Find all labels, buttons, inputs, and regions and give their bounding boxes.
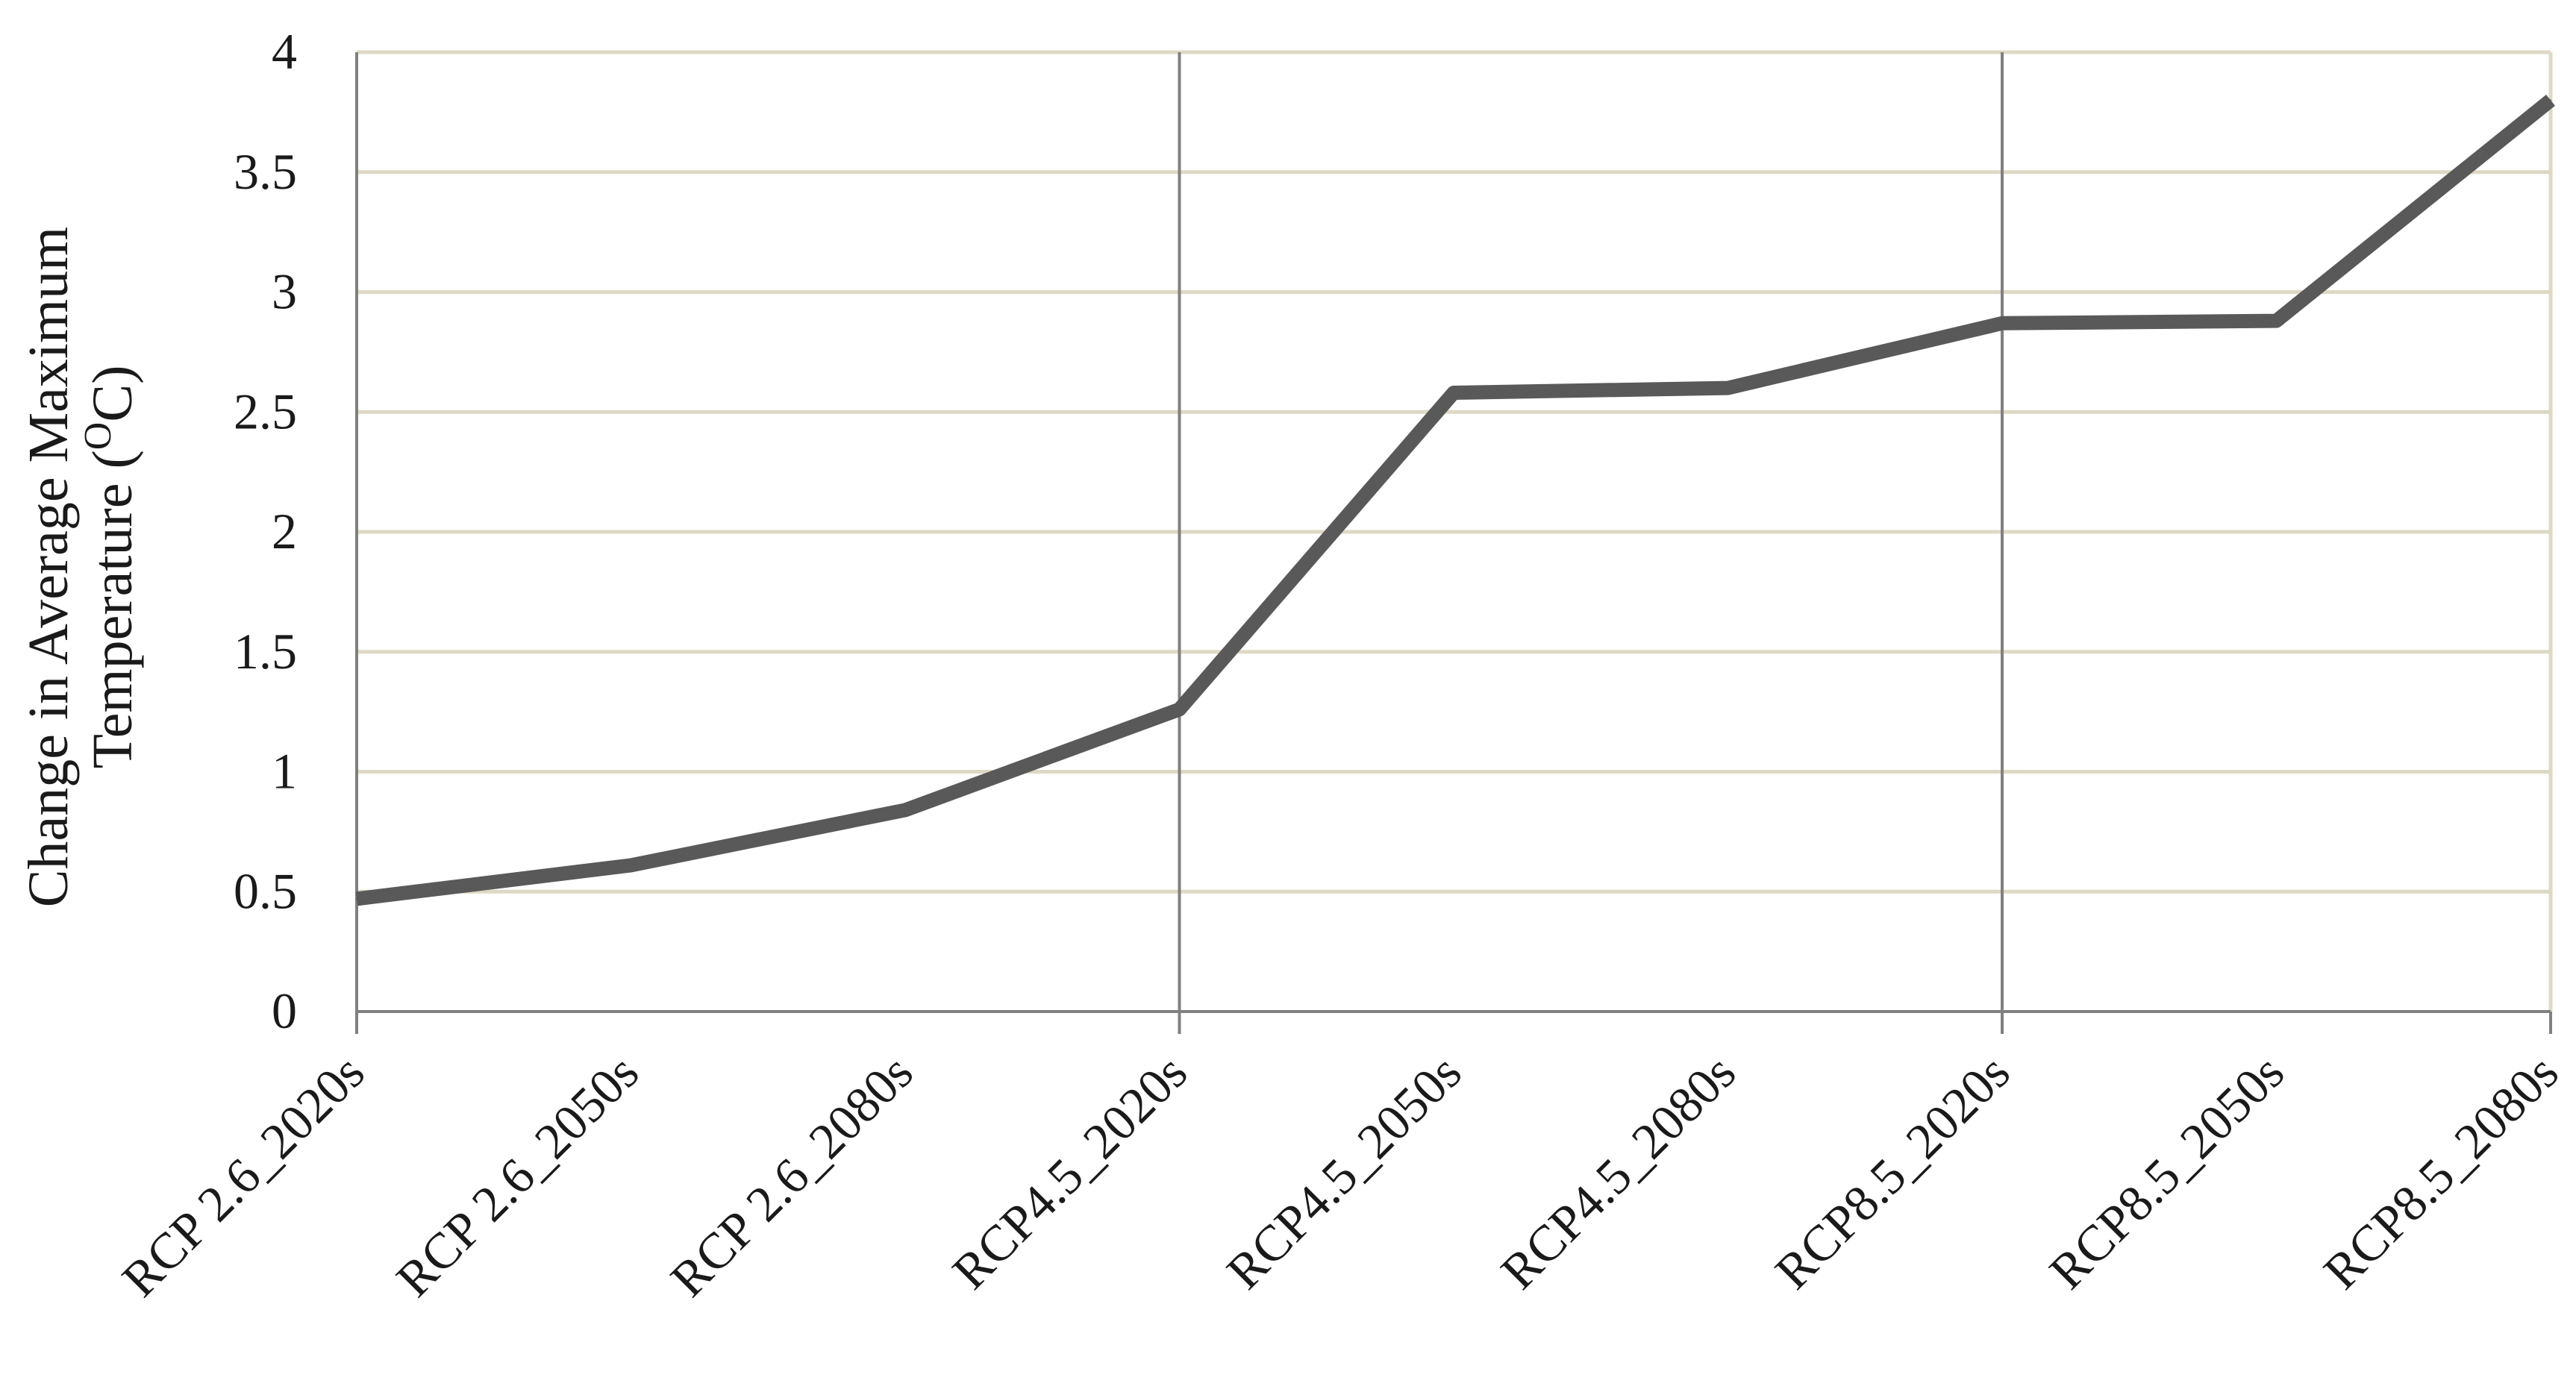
x-tick-label: RCP 2.6_2020s [111,1044,375,1308]
y-tick-label: 3 [272,263,297,320]
data-point [2550,99,2551,101]
data-point [2275,320,2278,322]
y-tick-label: 1.5 [234,623,297,680]
x-tick-label: RCP4.5_2050s [1216,1044,1472,1300]
x-tick-label: RCP8.5_2050s [2038,1044,2295,1300]
x-tick-label: RCP4.5_2020s [941,1044,1198,1300]
y-axis-title-line2: Temperature (OC) [77,366,145,769]
y-tick-label: 2 [272,503,297,559]
data-point [356,897,357,900]
y-tick-label: 0.5 [234,862,297,919]
data-point [1178,708,1181,710]
data-point [1453,392,1454,394]
y-tick-label: 3.5 [234,143,297,200]
data-point [1727,387,1729,389]
y-tick-label: 4 [272,23,297,80]
x-tick-label: RCP 2.6_2050s [385,1044,649,1308]
y-tick-label: 1 [272,743,297,800]
x-tick-label: RCP8.5_2020s [1764,1044,2021,1300]
x-tick-labels: RCP 2.6_2020s RCP 2.6_2050s RCP 2.6_2080s R… [111,1044,2569,1308]
data-point [904,809,906,811]
y-tick-labels: 0 0.5 1 1.5 2 2.5 3 3.5 4 [234,23,297,1039]
data-point [2001,322,2003,325]
y-tick-label: 0 [272,982,297,1039]
y-axis-title-line1: Change in Average Maximum [17,227,80,907]
data-point [630,864,632,866]
y-axis-title: Change in Average Maximum Temperature (O… [17,227,144,907]
y-axis-title-prefix: Temperature ( [81,450,144,768]
x-tick-label: RCP8.5_2080s [2313,1044,2569,1300]
x-tick-label: RCP 2.6_2080s [660,1044,924,1308]
y-axis-title-suffix: C) [81,366,144,422]
axes [355,52,2552,1034]
vertical-gridlines [1178,52,2553,1012]
y-tick-label: 2.5 [234,383,297,439]
series-group [355,94,2555,906]
y-axis-title-superscript: O [77,422,119,451]
horizontal-gridlines [357,50,2551,894]
series-line [355,94,2555,906]
x-tick-label: RCP4.5_2080s [1489,1044,1746,1300]
